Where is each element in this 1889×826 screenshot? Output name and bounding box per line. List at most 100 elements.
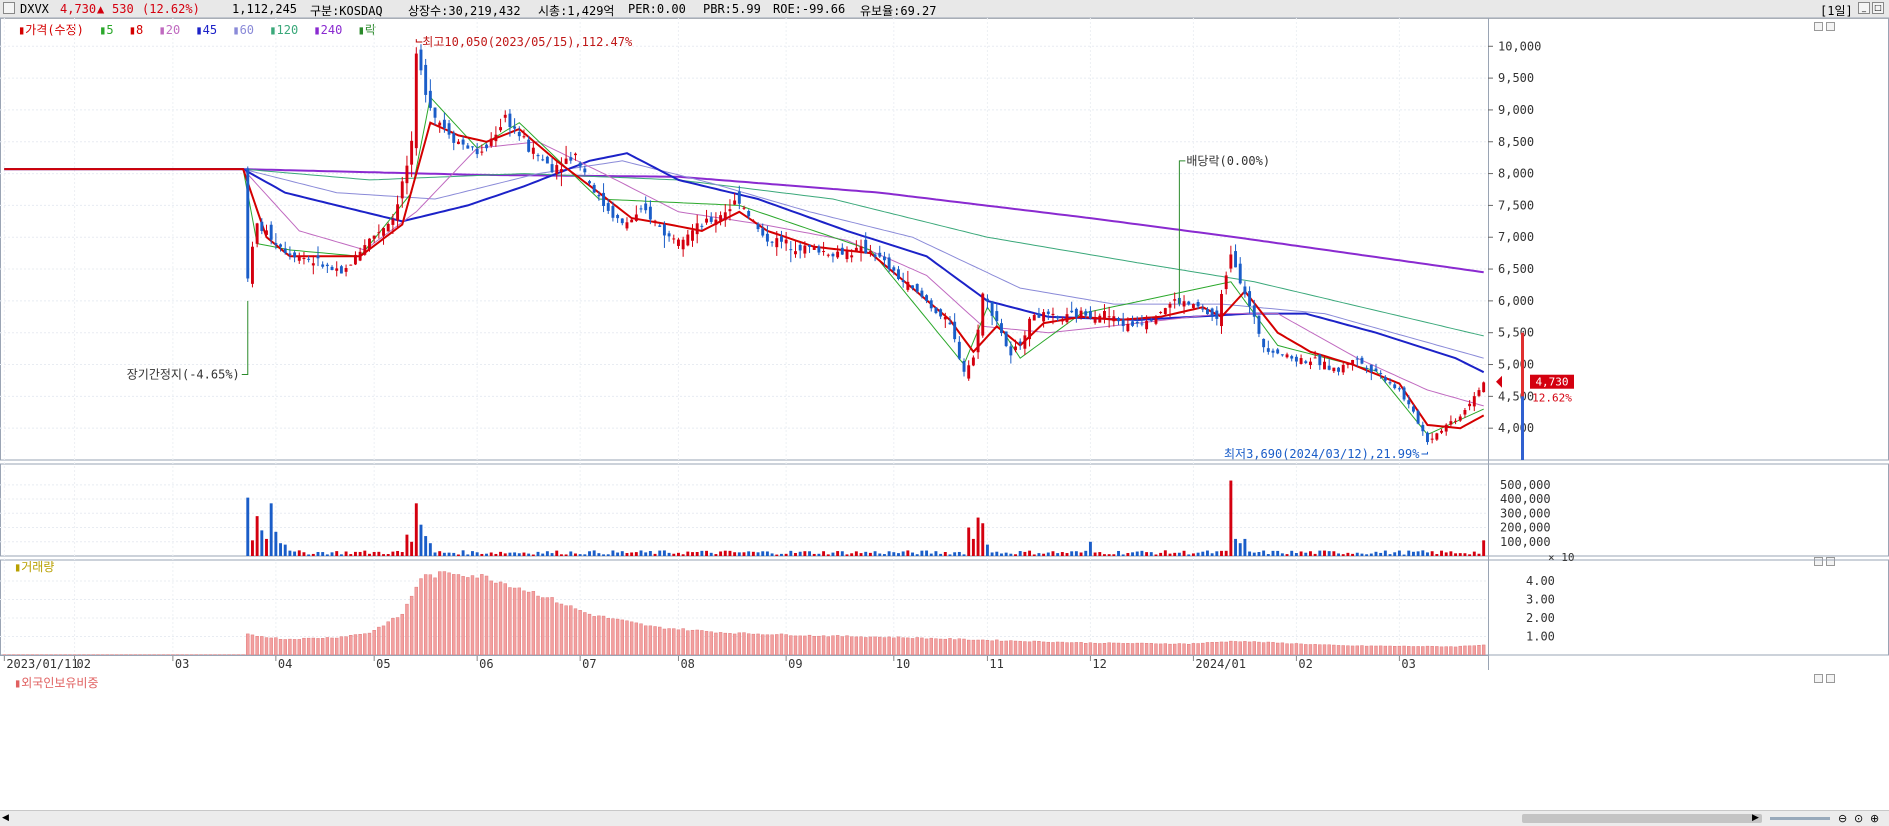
foreign-panel-close-icon[interactable] (1826, 674, 1835, 683)
legend-ma-5[interactable]: ▮5 (99, 23, 114, 37)
legend-ex-dividend[interactable]: ▮락 (357, 23, 376, 37)
volume-bar (1327, 551, 1331, 556)
foreign-ratio-bar (1187, 643, 1191, 656)
candle-body (456, 141, 460, 145)
foreign-ratio-bar (658, 626, 662, 656)
volume-bar (1454, 553, 1458, 556)
zoom-in-icon[interactable]: ⊕ (1870, 812, 1880, 825)
foreign-ratio-bar (620, 619, 624, 656)
volume-legend[interactable]: ▮거래량 (14, 560, 55, 574)
volume-bar (1187, 554, 1191, 556)
foreign-ratio-bar (1177, 643, 1182, 656)
candle-body (588, 181, 591, 184)
candle-body (513, 126, 517, 129)
foreign-ratio-bar (943, 638, 948, 656)
foreign-legend[interactable]: ▮외국인보유비중 (14, 676, 99, 690)
foreign-ratio-bar (372, 630, 376, 656)
price-tick-label: 4,500 (1498, 389, 1534, 403)
foreign-ratio-bar (1018, 640, 1022, 656)
candle-body (915, 283, 919, 292)
foreign-ratio-bar (700, 630, 704, 656)
volume-bar (1117, 550, 1120, 556)
candle-body (779, 236, 783, 242)
foreign-ratio-bar (765, 634, 770, 656)
foreign-ratio-bar (1360, 645, 1364, 656)
volume-bar (1444, 552, 1448, 556)
foreign-ratio-bar (297, 639, 301, 656)
volume-bar (564, 554, 568, 556)
window-minimize-icon[interactable]: _ (1858, 2, 1870, 14)
volume-bar (719, 551, 723, 556)
legend-ma-120[interactable]: ▮120 (269, 23, 299, 37)
foreign-ratio-bar (1472, 645, 1477, 656)
candle-body (742, 207, 746, 209)
scroll-left-icon[interactable]: ◀ (2, 813, 9, 823)
volume-bar (349, 554, 353, 556)
volume-bar (400, 552, 404, 556)
legend-ma-8[interactable]: ▮8 (128, 23, 144, 37)
candle-body (709, 217, 713, 222)
volume-bar (456, 554, 460, 556)
scroll-right-icon[interactable]: ▶ (1752, 813, 1759, 823)
price-panel-min-icon[interactable] (1814, 22, 1823, 31)
candle-body (1388, 382, 1392, 384)
volume-bar (1056, 553, 1060, 556)
foreign-ratio-bar (1439, 646, 1444, 656)
scroll-thumb[interactable] (1522, 814, 1762, 823)
zoom-out-icon[interactable]: ⊖ (1838, 812, 1848, 825)
candle-body (1182, 301, 1186, 307)
price-panel-close-icon[interactable] (1826, 22, 1835, 31)
horizontal-scrollbar[interactable]: ◀ ▶ ⊖ ⊙ ⊕ (0, 810, 1889, 826)
candle-body (550, 164, 554, 173)
candle-body (1037, 313, 1041, 318)
legend-price[interactable]: ▮가격(수정) (18, 23, 84, 37)
foreign-ratio-bar (770, 634, 774, 656)
volume-bar (1079, 552, 1083, 556)
legend-ma-45[interactable]: ▮45 (195, 23, 218, 37)
volume-bar (597, 553, 601, 556)
foreign-ratio-bar (1275, 642, 1280, 656)
foreign-panel-min-icon[interactable] (1814, 674, 1823, 683)
volume-panel-min-icon[interactable] (1814, 557, 1823, 566)
volume-bar (480, 553, 484, 556)
legend-ma-60[interactable]: ▮60 (232, 23, 255, 37)
volume-bar (1210, 553, 1214, 556)
candle-body (817, 246, 821, 253)
foreign-ratio-bar (714, 632, 718, 656)
volume-bar (1308, 551, 1312, 556)
foreign-ratio-bar (985, 640, 990, 656)
volume-bar (583, 554, 587, 556)
legend-ma-240[interactable]: ▮240 (313, 23, 343, 37)
foreign-ratio-bar (695, 629, 699, 656)
candle-body (1131, 321, 1135, 326)
volume-bar (808, 551, 811, 556)
stock-code[interactable]: DXVX (20, 2, 49, 16)
volume-bar (1163, 550, 1167, 556)
volume-bar (836, 551, 840, 556)
volume-bar (1135, 551, 1139, 556)
window-maximize-icon[interactable]: □ (1872, 2, 1884, 14)
period-button[interactable]: [1일] (1820, 4, 1853, 18)
candle-body (250, 246, 254, 284)
volume-bar (1060, 552, 1064, 556)
foreign-ratio-bar (629, 621, 634, 656)
foreign-ratio-bar (718, 632, 723, 656)
zoom-reset-icon[interactable]: ⊙ (1854, 812, 1864, 825)
candle-body (653, 220, 657, 222)
volume-bar (386, 554, 390, 556)
halt-marker-line (241, 300, 249, 376)
low-marker-line (1421, 451, 1428, 455)
volume-bar (1393, 552, 1397, 556)
foreign-ratio-bar (325, 637, 330, 656)
foreign-ratio-bar (250, 634, 255, 656)
menu-toggle-icon[interactable] (3, 2, 15, 14)
candle-body (508, 113, 512, 128)
price-legend: ▮가격(수정) ▮5 ▮8 ▮20 ▮45 ▮60 ▮120 ▮240 ▮락 (18, 21, 384, 38)
foreign-ratio-bar (592, 616, 596, 656)
zoom-slider[interactable] (1770, 817, 1830, 820)
volume-bar (1196, 552, 1200, 556)
candle-body (957, 341, 961, 359)
volume-bar (723, 550, 727, 556)
foreign-ratio-bar (540, 597, 545, 656)
volume-panel-close-icon[interactable] (1826, 557, 1835, 566)
